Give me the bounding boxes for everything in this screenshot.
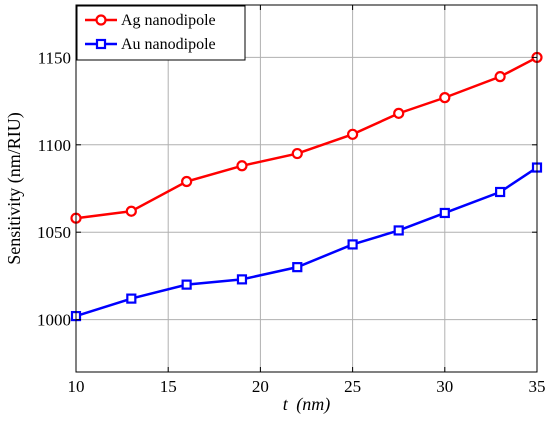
y-tick-label: 1100 [38, 136, 71, 155]
data-point-marker [236, 274, 248, 285]
legend-box [76, 5, 246, 61]
data-point-marker [347, 239, 358, 250]
data-point-marker [292, 262, 303, 273]
tick-marks [75, 5, 538, 372]
data-point-marker [236, 160, 248, 172]
x-tick-label: 30 [436, 377, 453, 396]
data-point-marker [126, 293, 137, 304]
data-point-marker [495, 186, 506, 198]
y-tick-label: 1050 [37, 223, 71, 242]
series-line [75, 166, 538, 318]
y-axis-label: Sensitivity (nm/RIU) [4, 112, 25, 265]
x-axis-label: t (nm) [283, 394, 331, 415]
tick-labels: 10 15 20 25 30 35 1000 1050 1100 1150 [37, 48, 546, 396]
data-point-marker [494, 71, 506, 83]
data-point-marker [95, 14, 107, 26]
data-point-marker [347, 128, 359, 140]
data-point-marker [439, 92, 451, 104]
x-tick-label: 15 [160, 377, 177, 396]
x-tick-label: 20 [252, 377, 269, 396]
data-point-marker [291, 147, 303, 160]
data-point-marker [439, 207, 450, 219]
y-tick-label: 1150 [38, 48, 71, 67]
x-tick-label: 25 [344, 377, 361, 396]
x-axis-label-unit: (nm) [296, 394, 330, 415]
series-line [75, 56, 538, 220]
y-tick-label: 1000 [37, 311, 71, 330]
legend-label: Ag nanodipole [121, 12, 216, 29]
data-point-marker [393, 225, 404, 236]
data-point-marker [393, 107, 405, 119]
legend-label: Au nanodipole [121, 36, 216, 53]
legend: Ag nanodipole Au nanodipole [76, 5, 246, 61]
plot-frame [75, 4, 538, 373]
x-tick-label: 10 [68, 377, 85, 396]
data-point-marker [181, 279, 192, 290]
x-axis-label-var: t [283, 394, 289, 414]
x-tick-label: 35 [529, 377, 546, 396]
data-point-marker [125, 205, 137, 217]
data-point-marker [95, 38, 107, 50]
data-point-marker [181, 175, 193, 188]
